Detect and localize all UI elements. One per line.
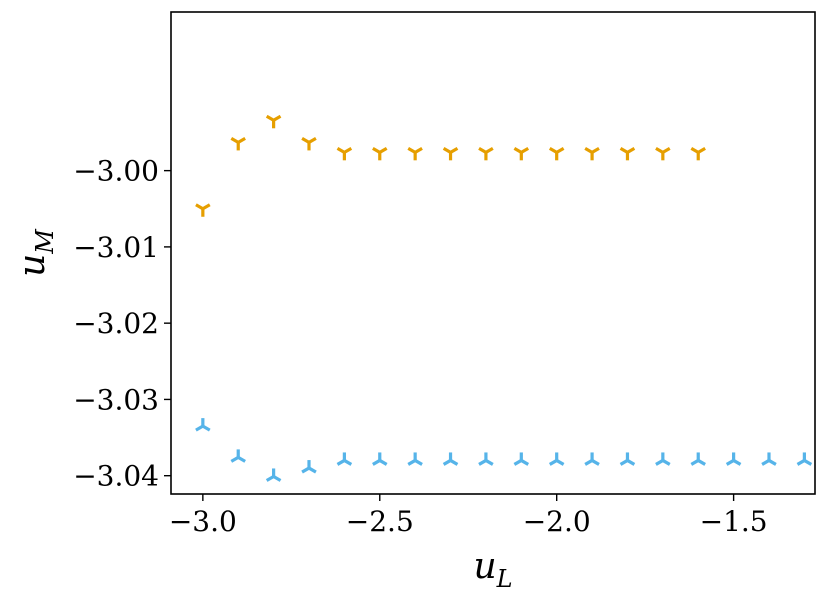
y-tick-label: −3.00 <box>73 155 159 188</box>
x-tick-label: −2.5 <box>346 505 414 538</box>
chart-marks <box>195 114 813 482</box>
data-point <box>442 452 459 466</box>
data-point <box>407 452 423 466</box>
y-tick-label: −3.03 <box>73 383 159 416</box>
y-tick-label: −3.02 <box>73 307 159 340</box>
data-point <box>478 146 494 161</box>
data-point <box>619 146 636 161</box>
data-point <box>690 146 706 161</box>
data-point <box>336 452 353 466</box>
data-point <box>301 137 317 151</box>
data-point <box>265 468 282 482</box>
data-point <box>513 146 530 161</box>
data-point <box>230 449 246 463</box>
data-point <box>407 146 423 161</box>
data-point <box>584 146 600 161</box>
data-point <box>584 452 600 466</box>
data-point <box>336 146 353 161</box>
data-point <box>195 418 211 432</box>
data-point <box>442 146 459 161</box>
y-tick-label: −3.04 <box>73 460 159 493</box>
y-tick-label: −3.01 <box>73 231 159 264</box>
x-axis-label: uL <box>473 546 512 593</box>
data-point <box>548 452 565 466</box>
data-point <box>655 146 671 161</box>
data-point <box>301 460 317 474</box>
x-tick-label: −3.0 <box>169 505 237 538</box>
y-axis-label: uM <box>12 228 59 277</box>
data-point <box>796 452 813 466</box>
data-point <box>513 452 530 466</box>
axis-ticks: −3.0 −2.5 −2.0 −1.5 −3.00 −3.01 −3.02 −3.03 −3.0… <box>73 155 767 538</box>
data-point <box>725 452 742 466</box>
data-point <box>195 203 211 217</box>
x-tick-label: −1.5 <box>700 505 768 538</box>
plot-frame <box>170 11 816 495</box>
data-point <box>230 137 246 151</box>
data-point <box>265 114 282 129</box>
data-point <box>761 452 777 466</box>
data-point <box>690 452 706 466</box>
x-tick-label: −2.0 <box>523 505 591 538</box>
data-point <box>478 452 494 466</box>
data-point <box>372 452 388 466</box>
data-point <box>548 146 565 161</box>
data-point <box>655 452 671 466</box>
data-point <box>372 146 388 161</box>
data-point <box>619 452 636 466</box>
